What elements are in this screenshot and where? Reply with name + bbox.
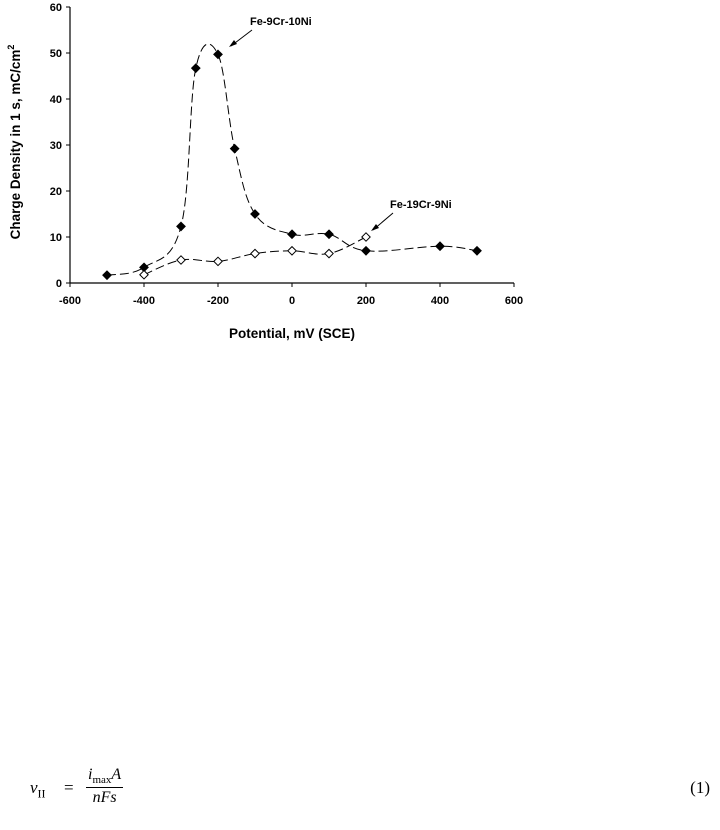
filled-diamond-point: [287, 229, 297, 240]
equation-numerator: imaxA: [86, 766, 124, 789]
filled-diamond-point: [102, 270, 112, 281]
filled-diamond-point: [472, 245, 482, 256]
open-diamond-point: [287, 245, 297, 256]
y-tick-label: 50: [50, 48, 62, 60]
y-axis-label-group: Charge Density in 1 s, mC/cm2: [6, 45, 23, 240]
equation-number: (1): [690, 778, 710, 797]
open-diamond-point: [361, 232, 371, 242]
annotation-fe-19cr-9ni: Fe-19Cr-9Ni: [390, 199, 452, 211]
filled-diamond-point: [250, 209, 260, 219]
y-tick-label: 30: [50, 140, 62, 152]
x-tick-label: -200: [207, 295, 229, 307]
open-diamond-point: [139, 269, 149, 280]
y-axis-label: Charge Density in 1 s, mC/cm2: [6, 45, 23, 240]
markers: [102, 49, 482, 281]
x-tick-label: 0: [289, 295, 295, 307]
open-diamond-point: [176, 255, 186, 265]
open-diamond-point: [250, 248, 260, 259]
annotation-arrowhead-fe-19cr-9ni-icon: [371, 224, 379, 231]
equation-equals: =: [64, 778, 74, 797]
equation-fraction: imaxA nFs: [86, 766, 124, 807]
equation-denominator: nFs: [92, 789, 117, 807]
annotation-fe-9cr-10ni: Fe-9Cr-10Ni: [250, 16, 312, 28]
open-diamond-point: [324, 248, 334, 259]
x-tick-label: 400: [431, 295, 449, 307]
open-diamond-point: [213, 256, 223, 267]
filled-diamond-point: [190, 63, 201, 74]
annotations: Fe-9Cr-10Ni Fe-19Cr-9Ni: [229, 16, 452, 231]
y-tick-label: 60: [50, 2, 62, 14]
y-axis-label-superscript: 2: [6, 45, 16, 50]
y-tick-label: 0: [56, 278, 62, 290]
equation: vII = imaxA nFs (1): [30, 766, 710, 820]
filled-diamond-point: [324, 229, 334, 240]
series-curve-fe-9cr-10ni: [106, 43, 478, 276]
filled-diamond-point: [229, 143, 240, 154]
equation-lhs: vII: [30, 778, 46, 801]
filled-diamond-point: [361, 245, 371, 256]
x-tick-label: -600: [59, 295, 81, 307]
x-axis-label: Potential, mV (SCE): [229, 326, 355, 341]
chart: -600 -400 -200 0 200 400 600 0 10 20 30 40 50 60 Fe-9…: [6, 2, 523, 341]
filled-diamond-point: [176, 221, 186, 232]
y-tick-label: 10: [50, 232, 62, 244]
annotation-arrowhead-fe-9cr-10ni-icon: [229, 40, 237, 47]
x-tick-label: -400: [133, 295, 155, 307]
filled-diamond-point: [213, 49, 223, 60]
curves: [106, 43, 478, 276]
y-tick-label: 20: [50, 186, 62, 198]
x-tick-label: 200: [357, 295, 375, 307]
x-tick-label: 600: [505, 295, 523, 307]
filled-diamond-point: [435, 241, 445, 252]
axes: -600 -400 -200 0 200 400 600 0 10 20 30 40 50 60: [50, 2, 523, 307]
y-tick-label: 40: [50, 94, 62, 106]
